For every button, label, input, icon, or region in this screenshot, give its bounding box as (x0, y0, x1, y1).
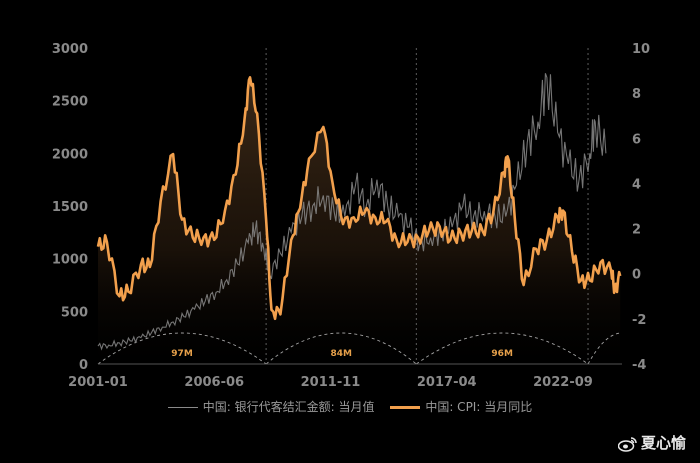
right-tick-label: 2 (632, 223, 641, 238)
x-tick-label: 2017-04 (417, 375, 477, 390)
right-tick-label: 0 (632, 268, 641, 283)
cycle-arc (97, 332, 267, 365)
watermark: 夏心愉 (617, 432, 686, 453)
legend: 中国: 银行代客结汇金额: 当月值 中国: CPI: 当月同比 (0, 398, 700, 415)
left-tick-label: 1000 (52, 253, 88, 268)
legend-label-cpi: 中国: CPI: 当月同比 (425, 400, 533, 414)
right-tick-label: 6 (632, 132, 641, 147)
cycle-arc-layer (97, 332, 623, 365)
right-tick-label: 8 (632, 87, 641, 102)
left-tick-label: 2000 (52, 147, 88, 162)
x-tick-label: 2022-09 (533, 375, 593, 390)
cpi-area-layer (98, 77, 621, 364)
cpi-area (98, 77, 621, 364)
right-tick-label: -4 (632, 358, 646, 373)
cpi-line (96, 76, 622, 321)
cycle-label: 97M (171, 349, 193, 359)
x-tick-label: 2011-11 (301, 375, 361, 390)
left-tick-label: 1500 (52, 200, 88, 215)
cycle-arc (416, 332, 589, 365)
right-tick-label: -2 (632, 313, 646, 328)
fx-settlement-line (97, 73, 607, 351)
watermark-text: 夏心愉 (640, 434, 686, 452)
chart: 0 500 1000 1500 2000 2500 3000 -4 -2 0 2 4 6 8 10 200… (52, 42, 650, 390)
cycle-arc (588, 332, 623, 365)
legend-swatch-fx (167, 407, 198, 408)
legend-item-fx[interactable]: 中国: 银行代客结汇金额: 当月值 (167, 398, 375, 415)
right-axis: -4 -2 0 2 4 6 8 10 (632, 42, 650, 373)
x-tick-label: 2001-01 (68, 375, 128, 390)
right-tick-label: 10 (632, 42, 650, 57)
left-tick-label: 0 (79, 358, 88, 373)
cycle-labels: 97M 84M 96M (171, 349, 513, 359)
right-tick-label: 4 (632, 177, 641, 192)
cycle-label: 84M (330, 349, 352, 359)
left-tick-label: 2500 (52, 95, 88, 110)
fx-settlement-series (97, 73, 607, 351)
legend-label-fx: 中国: 银行代客结汇金额: 当月值 (202, 400, 375, 414)
x-axis: 2001-01 2006-06 2011-11 2017-04 2022-09 (68, 375, 593, 390)
legend-item-cpi[interactable]: 中国: CPI: 当月同比 (390, 398, 532, 415)
left-tick-label: 3000 (52, 42, 88, 57)
cycle-label: 96M (491, 349, 513, 359)
legend-swatch-cpi (390, 406, 421, 409)
left-tick-label: 500 (61, 305, 88, 320)
left-axis: 0 500 1000 1500 2000 2500 3000 (52, 42, 88, 373)
weibo-icon (617, 436, 637, 452)
x-tick-label: 2006-06 (184, 375, 244, 390)
cpi-series (96, 76, 622, 321)
